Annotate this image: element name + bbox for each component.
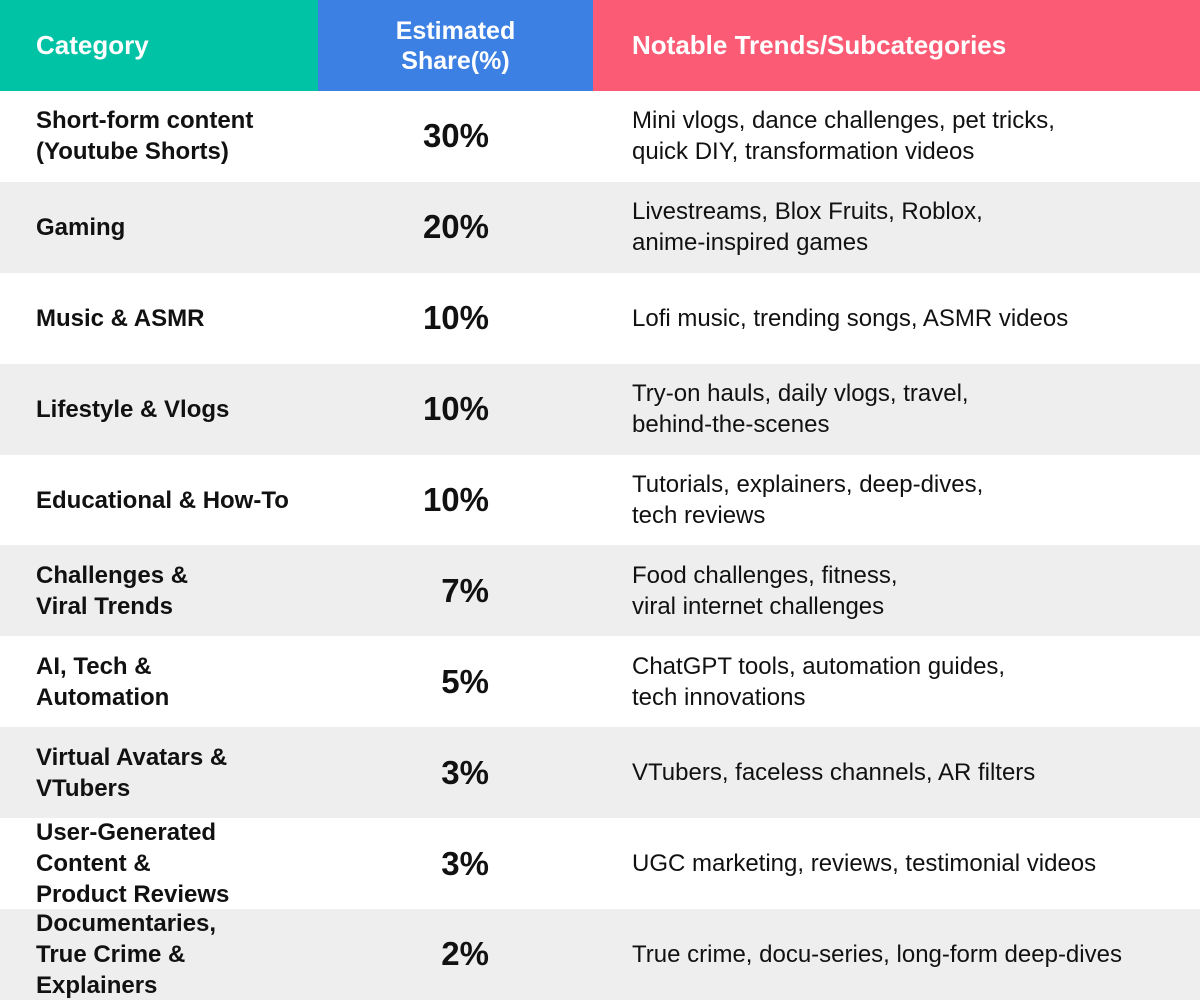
category-label: Automation [36, 683, 170, 711]
header-share-label: Estimated Share(%) [396, 16, 515, 76]
trends-cell: UGC marketing, reviews, testimonial vide… [593, 818, 1200, 909]
table-row: Gaming 20% Livestreams, Blox Fruits, Roblo… [0, 181, 1200, 273]
table-row: Virtual Avatars & VTubers 3% VTubers, facel… [0, 727, 1200, 819]
category-cell: User-Generated Content & Product Reviews [0, 818, 318, 909]
table-row: Music & ASMR 10% Lofi music, trending song… [0, 273, 1200, 364]
trend-text: quick DIY, transformation videos [632, 138, 975, 166]
category-label: Gaming [36, 213, 126, 241]
trend-text: tech innovations [632, 683, 806, 711]
table-row: Challenges & Viral Trends 7% Food challenge… [0, 545, 1200, 637]
share-cell: 2% [318, 909, 593, 1000]
share-cell: 5% [318, 636, 593, 727]
category-label: VTubers [36, 774, 131, 802]
trend-text: behind-the-scenes [632, 411, 830, 439]
category-cell: AI, Tech & Automation [0, 636, 318, 727]
category-cell: Music & ASMR [0, 273, 318, 364]
category-label: Product Reviews [36, 881, 230, 909]
table-row: Short-form content (Youtube Shorts) 30% Min… [0, 91, 1200, 182]
category-cell: Gaming [0, 182, 318, 273]
trend-text: Lofi music, trending songs, ASMR videos [632, 304, 1069, 332]
category-cell: Lifestyle & Vlogs [0, 364, 318, 455]
table-row: Documentaries, True Crime & Explainers 2% T… [0, 909, 1200, 1000]
share-value: 5% [441, 662, 489, 700]
trend-text: True crime, docu-series, long-form deep-… [632, 940, 1122, 968]
header-trends: Notable Trends/Subcategories [593, 0, 1200, 91]
trends-cell: VTubers, faceless channels, AR filters [593, 727, 1200, 818]
table-row: Educational & How-To 10% Tutorials, explai… [0, 455, 1200, 546]
trend-text: UGC marketing, reviews, testimonial vide… [632, 850, 1097, 878]
trend-text: viral internet challenges [632, 592, 885, 620]
share-value: 10% [422, 390, 489, 428]
share-value: 30% [422, 117, 489, 155]
category-label: Music & ASMR [36, 304, 205, 332]
trend-text: anime-inspired games [632, 229, 869, 257]
table-body: Short-form content (Youtube Shorts) 30% Min… [0, 91, 1200, 1000]
table-header: Category Estimated Share(%) Notable Tren… [0, 0, 1200, 91]
share-cell: 30% [318, 91, 593, 182]
category-label: (Youtube Shorts) [36, 138, 229, 166]
trends-cell: Lofi music, trending songs, ASMR videos [593, 273, 1200, 364]
trends-cell: Try-on hauls, daily vlogs, travel, behind… [593, 364, 1200, 455]
trends-cell: ChatGPT tools, automation guides, tech in… [593, 636, 1200, 727]
trend-text: Tutorials, explainers, deep-dives, [632, 471, 984, 498]
share-value: 7% [441, 571, 489, 609]
header-category: Category [0, 0, 318, 91]
trends-cell: Mini vlogs, dance challenges, pet tricks… [593, 91, 1200, 182]
share-cell: 7% [318, 545, 593, 636]
trend-text: ChatGPT tools, automation guides, [632, 652, 1006, 680]
header-trends-label: Notable Trends/Subcategories [632, 30, 1007, 60]
trends-cell: Tutorials, explainers, deep-dives, tech r… [593, 455, 1200, 546]
share-cell: 10% [318, 273, 593, 364]
trends-cell: Food challenges, fitness, viral internet … [593, 545, 1200, 636]
trend-text: tech reviews [632, 502, 766, 529]
trend-text: Mini vlogs, dance challenges, pet tricks… [632, 107, 1055, 135]
share-cell: 10% [318, 455, 593, 546]
category-label: True Crime & Explainers [36, 940, 186, 999]
trend-text: VTubers, faceless channels, AR filters [632, 759, 1036, 787]
share-value: 3% [441, 753, 489, 791]
category-label: Short-form content [36, 107, 254, 135]
header-share: Estimated Share(%) [318, 0, 593, 91]
trends-cell: True crime, docu-series, long-form deep-… [593, 909, 1200, 1000]
category-label: User-Generated Content & [36, 819, 217, 878]
header-share-line-1: Estimated [395, 16, 516, 45]
share-cell: 3% [318, 818, 593, 909]
category-cell: Documentaries, True Crime & Explainers [0, 909, 318, 1000]
category-cell: Challenges & Viral Trends [0, 545, 318, 636]
header-share-line-2: Share(%) [401, 46, 510, 75]
table-row: Lifestyle & Vlogs 10% Try-on hauls, daily … [0, 363, 1200, 455]
share-cell: 3% [318, 727, 593, 818]
share-value: 20% [422, 208, 489, 246]
share-value: 3% [441, 844, 489, 882]
share-value: 2% [441, 935, 489, 973]
category-label: Virtual Avatars & [36, 743, 228, 771]
category-cell: Educational & How-To [0, 455, 318, 546]
header-category-label: Category [36, 30, 149, 60]
table-row: AI, Tech & Automation 5% ChatGPT tools, aut… [0, 636, 1200, 727]
category-label: Challenges & [36, 561, 189, 589]
category-label: Educational & How-To [36, 486, 289, 514]
share-value: 10% [422, 481, 489, 518]
share-cell: 10% [318, 364, 593, 455]
category-label: AI, Tech & [36, 652, 152, 680]
table-row: User-Generated Content & Product Reviews 3… [0, 818, 1200, 909]
category-label: Viral Trends [36, 592, 173, 620]
category-cell: Short-form content (Youtube Shorts) [0, 91, 318, 182]
trends-cell: Livestreams, Blox Fruits, Roblox, anime-i… [593, 182, 1200, 273]
trend-text: Food challenges, fitness, [632, 561, 898, 589]
category-cell: Virtual Avatars & VTubers [0, 727, 318, 818]
category-label: Documentaries, [36, 909, 217, 937]
trend-text: Livestreams, Blox Fruits, Roblox, [632, 198, 983, 226]
category-label: Lifestyle & Vlogs [36, 395, 230, 423]
share-value: 10% [422, 299, 489, 337]
share-cell: 20% [318, 182, 593, 273]
trend-text: Try-on hauls, daily vlogs, travel, [632, 380, 969, 408]
